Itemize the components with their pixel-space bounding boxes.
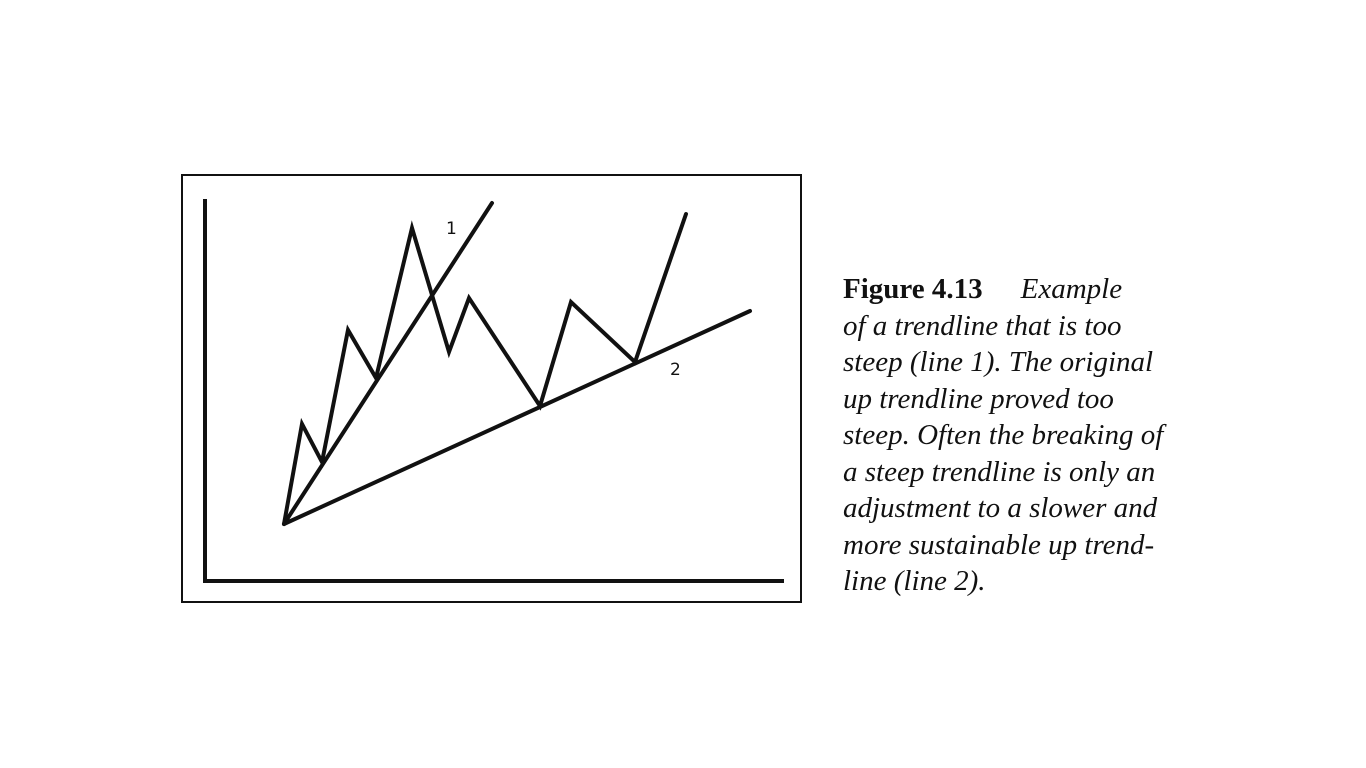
caption-text: Example — [1020, 273, 1123, 305]
figure-label: Figure 4.13 — [843, 273, 983, 305]
caption-line-1: Figure 4.13 Example — [843, 271, 1223, 308]
caption-text: more sustainable up trend- — [843, 528, 1155, 561]
caption-text: of a trendline that is too — [843, 309, 1122, 342]
caption-text: steep (line 1). The original — [843, 346, 1154, 378]
caption-text: up trendline proved too — [843, 382, 1114, 415]
figure-caption: Figure 4.13 Example of a trendline that i… — [843, 271, 1223, 600]
trendline-1-label: 1 — [446, 219, 457, 239]
trendline-2 — [282, 309, 752, 526]
trendline-1 — [282, 201, 494, 526]
figure-frame — [181, 174, 802, 603]
caption-text: a steep trendline is only an — [843, 455, 1156, 488]
caption-text: adjustment to a slower and — [843, 492, 1158, 524]
trendline-2-label: 2 — [670, 360, 681, 380]
price-path — [282, 212, 688, 526]
caption-text: steep. Often the breaking of — [843, 419, 1164, 451]
caption-text: line (line 2). — [843, 565, 986, 597]
